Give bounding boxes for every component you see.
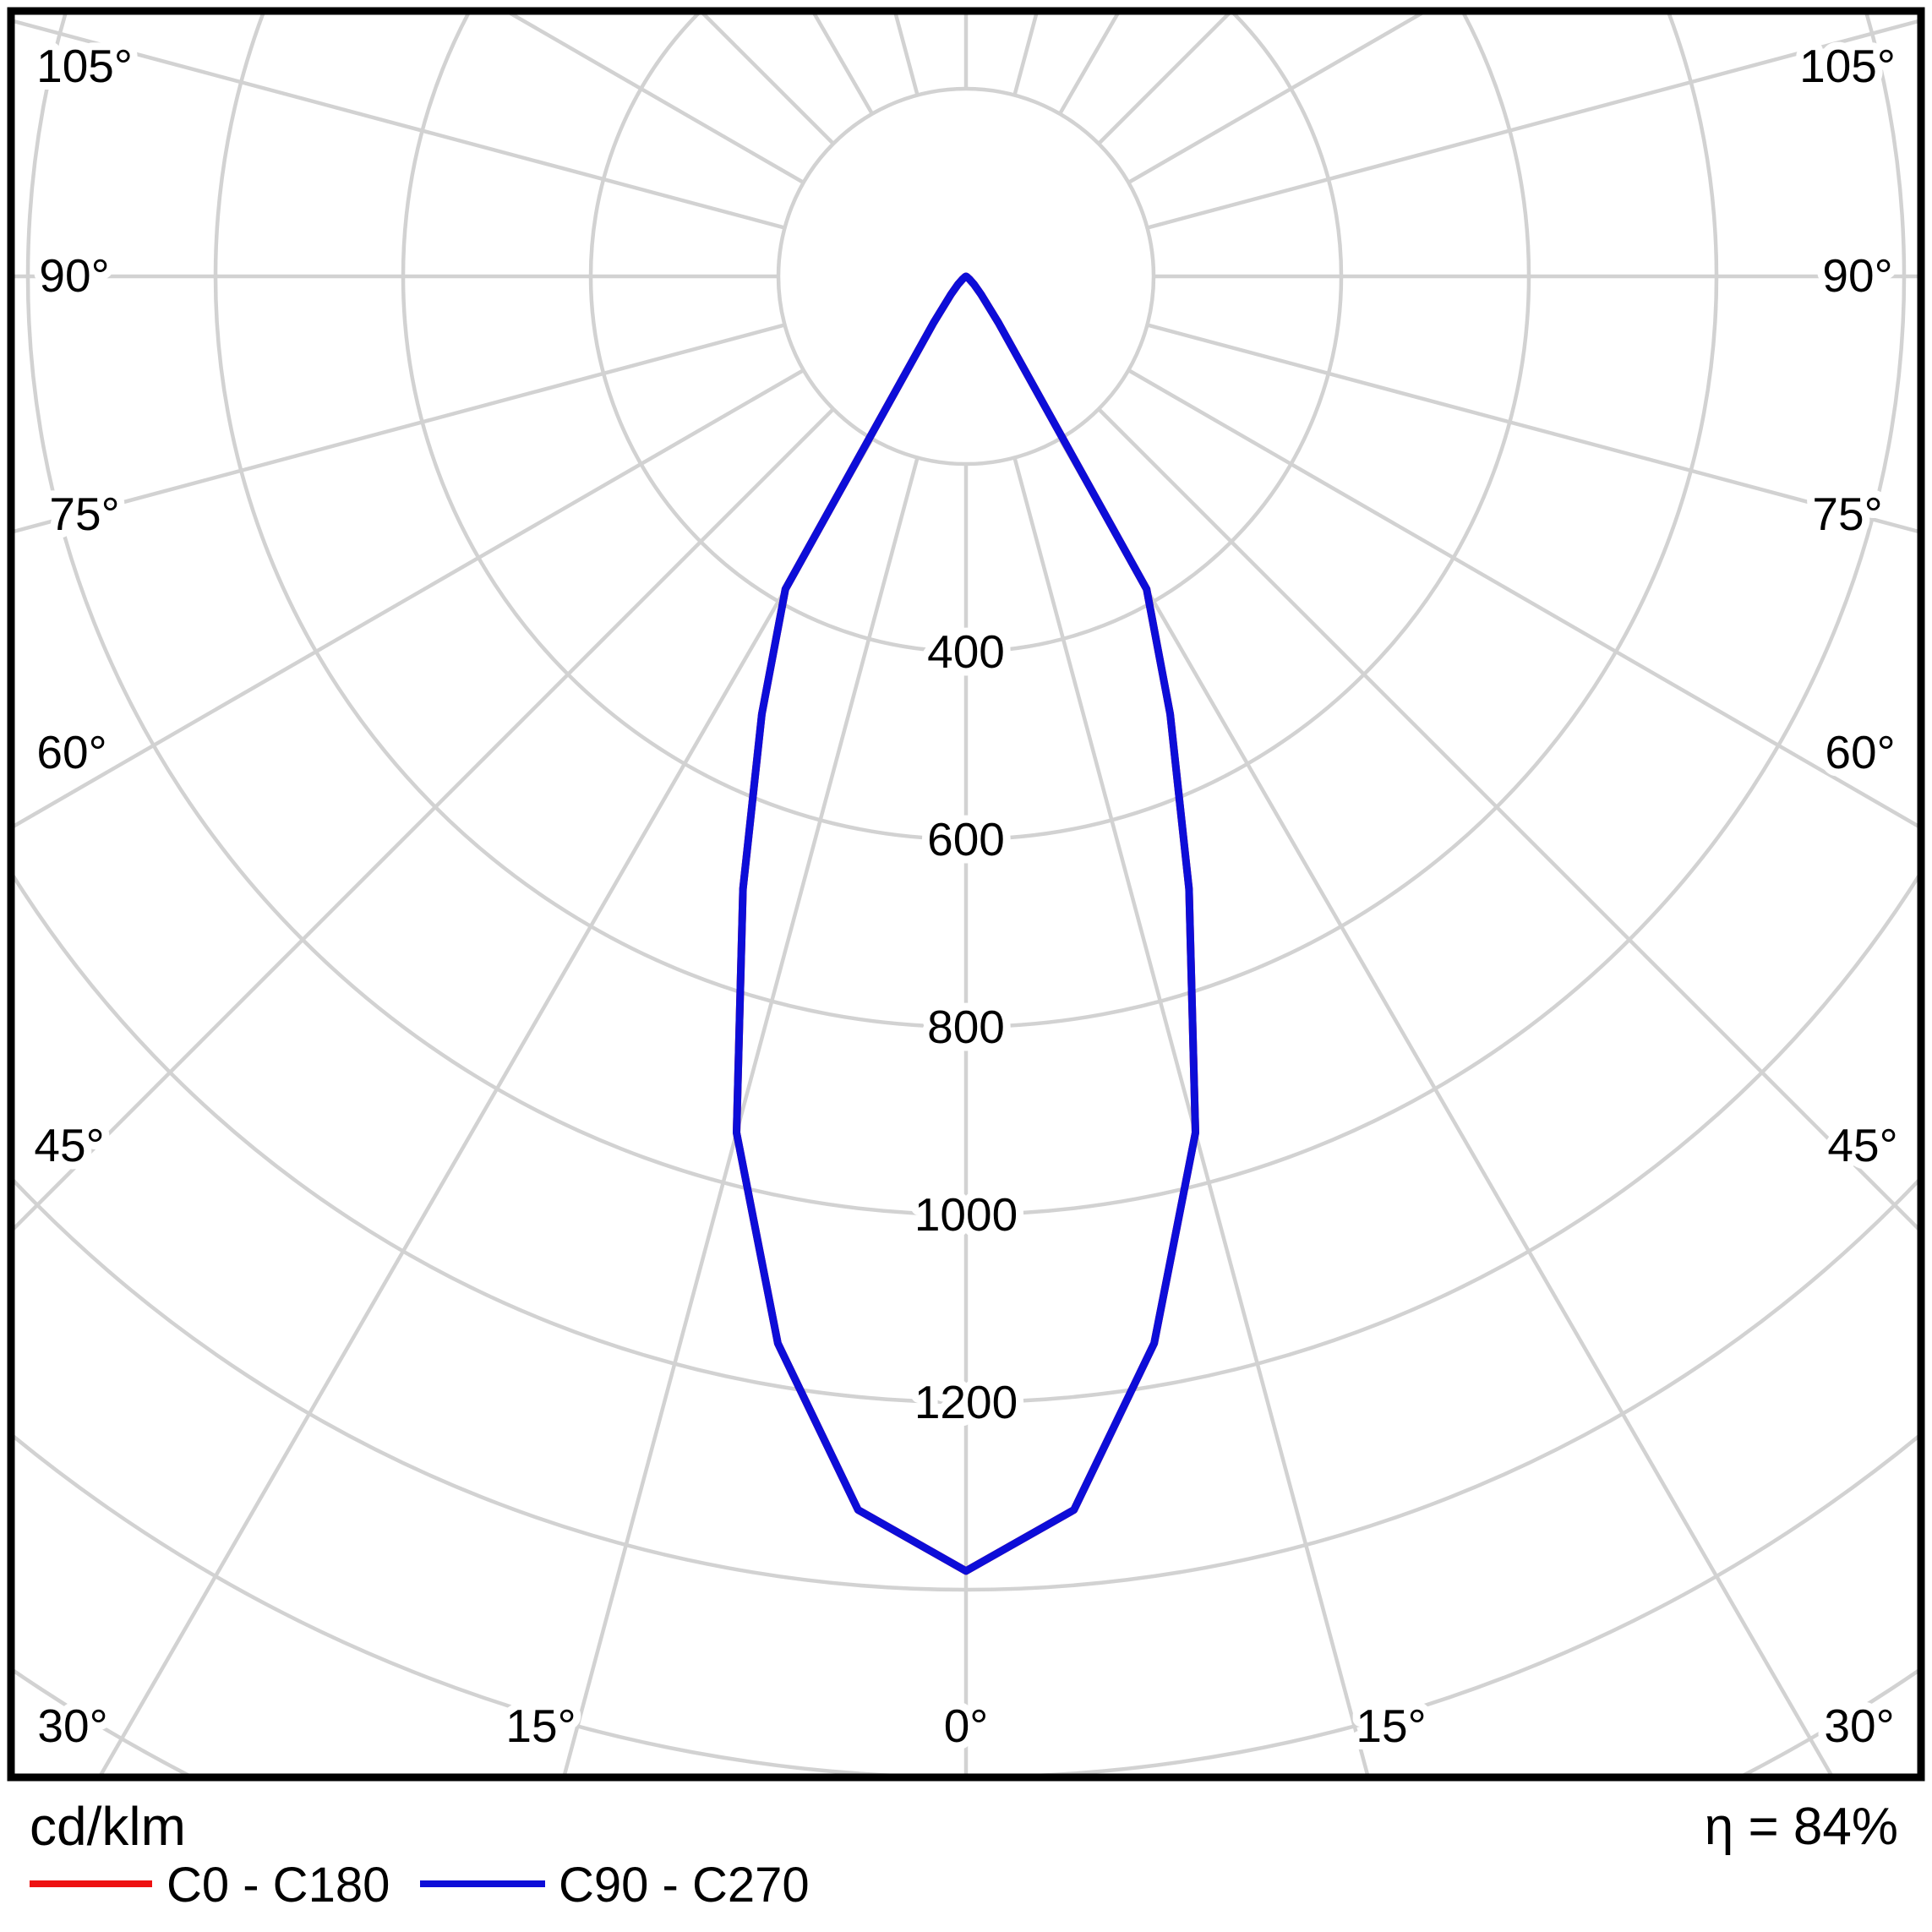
grid-radial-315 [14, 407, 835, 1231]
angle-label-left-60: 60° [36, 726, 106, 778]
grid-radial-75 [1146, 323, 1918, 534]
legend: C0 - C180 C90 - C270 [30, 1858, 810, 1913]
angle-label-bottom-0-30: 30° [37, 1700, 107, 1752]
grid-radial-345 [562, 456, 920, 1774]
angle-label-bottom-4-30: 30° [1824, 1700, 1894, 1752]
intensity-curves [733, 272, 1199, 1575]
legend-label-c0-c180: C0 - C180 [166, 1858, 390, 1913]
angle-label-left-45: 45° [34, 1119, 104, 1171]
grid-radial-120 [1127, 14, 1424, 184]
angle-label-right-105: 105° [1799, 40, 1896, 92]
axis-tick-labels: 400 600 800 1000 1200 105° 105° 90° 90° 75° 75° 60°… [26, 32, 1905, 1760]
grid-radial-30 [1058, 438, 1833, 1774]
ring-label-1200: 1200 [914, 1376, 1018, 1428]
grid-radial-45 [1097, 407, 1918, 1231]
curve-c90-c270 [733, 272, 1199, 1575]
ring-label-600: 600 [927, 813, 1005, 865]
grid-radial-285 [14, 323, 786, 534]
ring-label-400: 400 [927, 625, 1005, 678]
angle-label-bottom-2-0: 0° [944, 1700, 989, 1752]
angle-label-right-45: 45° [1827, 1119, 1897, 1171]
footer: cd/klm η = 84% C0 - C180 C90 - C270 [30, 1796, 1898, 1913]
grid-radial-330 [99, 438, 874, 1774]
grid-radial-300 [14, 368, 805, 828]
grid-radial-60 [1127, 368, 1918, 828]
angle-label-right-75: 75° [1812, 488, 1882, 540]
grid-radial-105 [1146, 19, 1918, 230]
angle-label-right-60: 60° [1825, 726, 1895, 778]
efficiency-label: η = 84% [1705, 1798, 1898, 1856]
angle-label-bottom-1-15: 15° [505, 1700, 576, 1752]
angle-label-left-105: 105° [36, 40, 133, 92]
plot-border [7, 7, 1925, 1782]
angle-label-left-75: 75° [49, 488, 119, 540]
ring-label-1000: 1000 [914, 1188, 1018, 1241]
grid-radial-240 [508, 14, 805, 184]
angle-label-bottom-3-15: 15° [1356, 1700, 1426, 1752]
grid-radial-255 [14, 19, 786, 230]
ring-label-800: 800 [927, 1001, 1005, 1053]
angle-label-left-90: 90° [39, 249, 109, 302]
legend-label-c90-c270: C90 - C270 [559, 1858, 810, 1913]
grid-radial-15 [1012, 456, 1370, 1774]
angle-label-right-90: 90° [1822, 249, 1892, 302]
units-label: cd/klm [30, 1796, 186, 1857]
